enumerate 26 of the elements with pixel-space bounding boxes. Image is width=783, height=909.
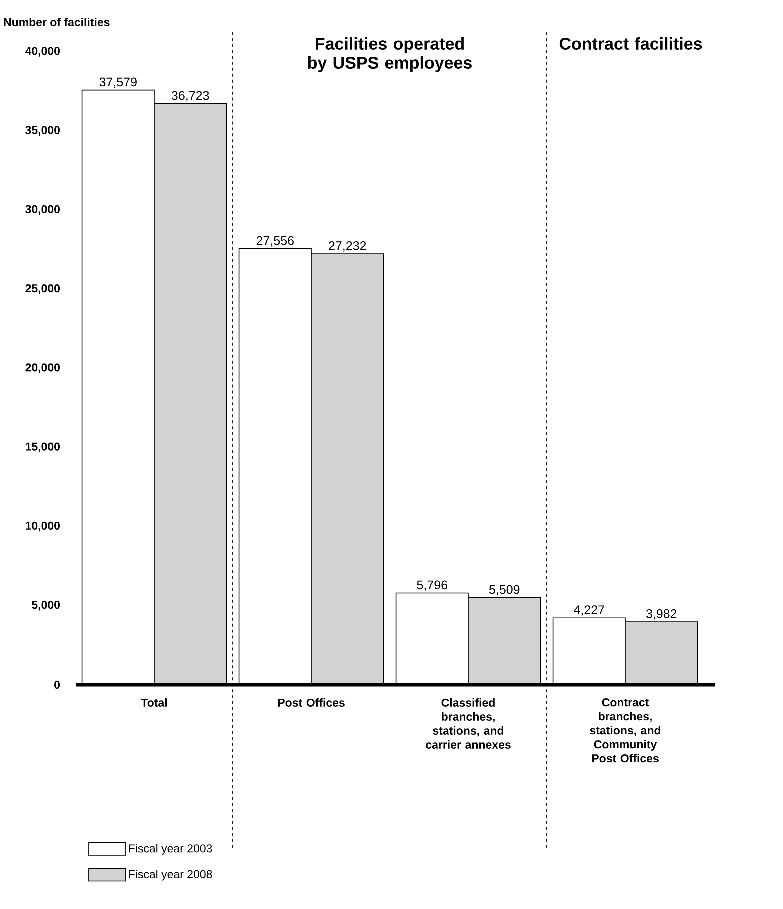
y-tick-label: 40,000 bbox=[25, 47, 60, 57]
annotation: Facilities operated by USPS employees bbox=[308, 38, 472, 72]
x-tick-label: Contract branches, stations, and Community Post Offices bbox=[590, 698, 661, 763]
data-label: 27,556 bbox=[256, 236, 294, 247]
data-label: 27,232 bbox=[329, 242, 366, 252]
y-tick-label: 5,000 bbox=[32, 600, 60, 611]
data-label: 37,579 bbox=[100, 78, 137, 88]
x-tick-label: Post Offices bbox=[278, 698, 345, 707]
y-axis-title: Number of facilities bbox=[4, 18, 110, 26]
data-label: 36,723 bbox=[172, 91, 210, 102]
data-label: 4,227 bbox=[574, 606, 604, 616]
legend-label: Fiscal year 2008 bbox=[129, 870, 212, 881]
y-tick-label: 15,000 bbox=[26, 442, 60, 453]
x-tick-label: Total bbox=[141, 698, 167, 707]
x-tick-label: Classified branches, stations, and carrier annexes bbox=[426, 698, 511, 749]
data-label: 5,509 bbox=[489, 585, 520, 596]
data-label: 3,982 bbox=[646, 609, 677, 620]
y-tick-label: 20,000 bbox=[26, 364, 60, 374]
legend-label: Fiscal year 2003 bbox=[129, 844, 212, 855]
y-tick-label: 10,000 bbox=[26, 522, 60, 532]
y-tick-label: 35,000 bbox=[26, 126, 60, 136]
data-label: 5,796 bbox=[417, 580, 448, 592]
y-tick-label: 25,000 bbox=[26, 284, 60, 294]
y-tick-label: 0 bbox=[54, 680, 60, 690]
text: Contract facilities bbox=[560, 38, 702, 50]
y-tick-label: 30,000 bbox=[26, 205, 60, 216]
